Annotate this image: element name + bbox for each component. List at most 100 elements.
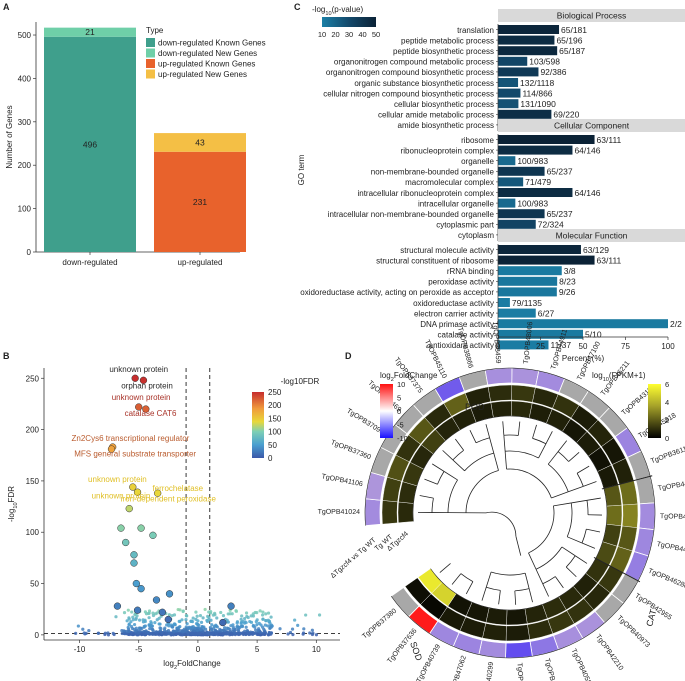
background-point [226,626,231,631]
y-tick-label: 400 [18,74,32,83]
dendrogram-spoke [455,438,464,451]
significant-point [130,551,138,559]
dendrogram-arc [447,479,458,513]
background-point [266,611,271,615]
background-point [125,619,129,623]
dendrogram-arc [505,450,539,459]
colorbar-tick-label: 10 [318,30,326,39]
go-term-label: organonitrogen compound metabolic proces… [334,58,494,67]
background-point [233,631,237,635]
dendrogram-spoke [443,471,458,481]
dendrogram-arc [581,529,587,544]
facet-strip [498,9,685,22]
x-tick-label: 10 [312,645,321,654]
dendrogram-spoke [469,430,477,443]
ko-expression-cell [490,400,512,418]
wt-expression-cell [511,384,536,403]
go-bar [498,166,545,176]
go-term-label: DNA primase activity [420,320,494,329]
go-bar-label: 63/111 [597,255,622,265]
y-axis-title: -log10FDR [7,486,19,522]
dendrogram-spoke [554,576,564,589]
background-point [151,611,155,615]
background-point [166,629,171,633]
dendrogram-spoke [504,451,507,470]
significant-point [165,590,174,598]
facet-title: Biological Process [557,11,626,21]
fold-change-cell [635,475,656,505]
background-point [249,614,253,618]
background-point [130,610,134,614]
background-point [185,622,189,626]
background-point [139,632,144,637]
background-point [87,628,91,633]
go-bar-label: 5/10 [585,330,602,340]
go-bar [498,135,595,144]
group-label-cat: CAT [644,608,658,628]
background-point [206,614,210,618]
fc-legend-tick: -5 [397,421,404,430]
significant-point [131,374,139,382]
go-bar [498,156,516,166]
significant-point [107,445,116,453]
background-point [149,631,153,636]
background-point [183,632,187,637]
go-bar-label: 63/111 [597,135,622,145]
fpkm-legend-title: log10(FPKM+1) [592,371,646,383]
background-point [195,614,199,618]
panel-a-bar-chart: 0 100 200 300 400 500 Number of Genes down-regu… [5,22,266,267]
dendrogram-spoke [524,573,530,589]
background-point [246,615,250,620]
dendrogram-spoke [586,528,601,533]
go-term-label: cellular biosynthetic process [394,100,494,109]
go-term-label: cytoplasm [458,231,494,240]
colorbar-rect [252,392,264,458]
background-point [127,623,131,627]
background-point [223,626,227,630]
facet-strip [498,119,685,132]
background-point [243,616,247,621]
go-bar-label: 65/237 [547,167,573,177]
dendrogram-spoke [465,581,474,595]
background-point [212,624,217,628]
x-axis-title: log2FoldChange [163,659,221,671]
panel-label-d: D [345,351,352,361]
background-point [191,616,195,620]
background-point [229,624,233,628]
significant-point [133,606,142,614]
legend-label: up-regulated Known Genes [158,60,255,69]
go-bar [498,319,668,329]
background-point [186,631,190,635]
gene-label: TgOPB41024 [318,509,361,516]
background-point [149,620,153,624]
go-term-label: peptide metabolic process [401,36,494,45]
background-point [250,632,254,636]
go-term-label: macromolecular complex [405,178,494,187]
background-point [228,612,232,616]
colorbar-tick-label: 200 [268,401,282,410]
background-point [96,631,101,635]
background-point [178,625,182,629]
group-label-sod: SOD [408,640,424,662]
bar-data-label: 21 [85,27,95,37]
panel-label-a: A [3,2,10,12]
background-point [217,632,221,636]
colorbar-tick-label: 50 [372,30,380,39]
go-bar [498,109,552,119]
go-term-label: structural constituent of ribosome [376,256,494,265]
dendrogram-spoke [581,542,596,549]
panel-label-c: C [294,2,301,12]
dendrogram-spoke [442,450,454,461]
y-tick-label: 100 [26,528,40,537]
facet-title: Cellular Component [554,121,630,131]
background-point [219,610,223,615]
go-bar [498,219,536,229]
background-point [244,625,248,629]
gene-label: TgOPB48006 [523,321,535,364]
background-point [251,612,255,616]
go-bar-label: 72/324 [538,220,564,230]
significant-point [117,524,125,532]
y-tick-label: 200 [18,161,32,170]
dendrogram-spoke [551,491,569,499]
ko-expression-cell [397,501,414,523]
